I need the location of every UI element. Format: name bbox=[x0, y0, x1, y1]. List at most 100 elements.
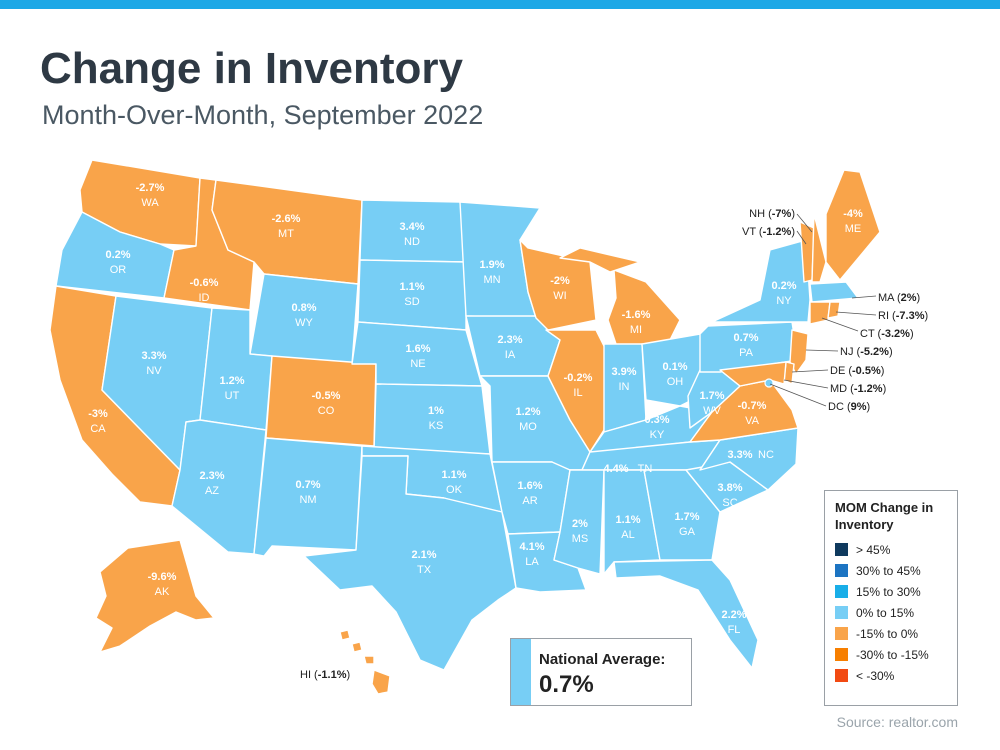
callout-DE: DE (-0.5%) bbox=[830, 365, 884, 377]
svg-text:0.2%: 0.2% bbox=[771, 280, 796, 292]
legend-swatch bbox=[835, 564, 848, 577]
legend: MOM Change in Inventory > 45% 30% to 45%… bbox=[824, 490, 958, 706]
svg-text:-2%: -2% bbox=[550, 275, 570, 287]
label-NV: 3.3% NV bbox=[141, 350, 166, 377]
label-FL: 2.2% FL bbox=[721, 609, 746, 636]
state-KS bbox=[373, 383, 491, 455]
callout-HI: HI (-1.1%) bbox=[300, 669, 350, 681]
svg-text:0.8%: 0.8% bbox=[291, 302, 316, 314]
svg-text:1.1%: 1.1% bbox=[615, 514, 640, 526]
svg-text:-1.6%: -1.6% bbox=[622, 309, 651, 321]
svg-text:AR: AR bbox=[522, 495, 537, 507]
state-RI bbox=[827, 301, 841, 319]
legend-swatch bbox=[835, 669, 848, 682]
svg-text:-0.2%: -0.2% bbox=[564, 372, 593, 384]
state-GA bbox=[643, 469, 721, 561]
svg-text:OR: OR bbox=[110, 264, 127, 276]
label-WV: 1.7% WV bbox=[699, 390, 724, 417]
label-SD: 1.1% SD bbox=[399, 281, 424, 308]
label-IA: 2.3% IA bbox=[497, 334, 522, 361]
label-CO: -0.5% CO bbox=[312, 390, 341, 417]
svg-text:AL: AL bbox=[621, 529, 634, 541]
svg-text:3.4%: 3.4% bbox=[399, 221, 424, 233]
svg-text:VA: VA bbox=[745, 415, 760, 427]
national-average-value: 0.7% bbox=[539, 671, 594, 698]
svg-text:-2.6%: -2.6% bbox=[272, 213, 301, 225]
callout-CT: CT (-3.2%) bbox=[860, 328, 914, 340]
state-NJ bbox=[789, 329, 809, 375]
svg-text:3.9%: 3.9% bbox=[611, 366, 636, 378]
state-HI-big bbox=[371, 669, 391, 695]
svg-text:CA: CA bbox=[90, 423, 106, 435]
legend-item: 15% to 30% bbox=[835, 581, 947, 602]
label-IN: 3.9% IN bbox=[611, 366, 636, 393]
label-MT: -2.6% MT bbox=[272, 213, 301, 240]
label-CA: -3% CA bbox=[88, 408, 108, 435]
state-WI bbox=[519, 239, 597, 331]
legend-item: 0% to 15% bbox=[835, 602, 947, 623]
svg-text:3.8%: 3.8% bbox=[717, 482, 742, 494]
svg-text:WY: WY bbox=[295, 317, 313, 329]
svg-text:PA: PA bbox=[739, 347, 754, 359]
svg-text:0.2%: 0.2% bbox=[105, 249, 130, 261]
svg-text:2.2%: 2.2% bbox=[721, 609, 746, 621]
svg-text:1.9%: 1.9% bbox=[479, 259, 504, 271]
svg-text:SC: SC bbox=[722, 497, 737, 509]
svg-text:1.1%: 1.1% bbox=[399, 281, 424, 293]
label-VA: -0.7% VA bbox=[738, 400, 767, 427]
label-UT: 1.2% UT bbox=[219, 375, 244, 402]
svg-text:4.4%: 4.4% bbox=[603, 463, 628, 475]
svg-text:-9.6%: -9.6% bbox=[148, 571, 177, 583]
svg-text:SD: SD bbox=[404, 296, 419, 308]
state-HI-1 bbox=[339, 629, 351, 641]
label-NY: 0.2% NY bbox=[771, 280, 796, 307]
svg-text:MT: MT bbox=[278, 228, 294, 240]
svg-text:IN: IN bbox=[619, 381, 630, 393]
dc-marker bbox=[764, 378, 774, 388]
label-WY: 0.8% WY bbox=[291, 302, 316, 329]
label-MS: 2% MS bbox=[572, 518, 589, 545]
svg-text:-0.6%: -0.6% bbox=[190, 277, 219, 289]
svg-text:ND: ND bbox=[404, 236, 420, 248]
callout-RI: RI (-7.3%) bbox=[878, 310, 928, 322]
svg-text:KY: KY bbox=[650, 429, 665, 441]
svg-text:1.2%: 1.2% bbox=[219, 375, 244, 387]
callout-MA: MA (2%) bbox=[878, 292, 920, 304]
legend-item: 30% to 45% bbox=[835, 560, 947, 581]
svg-text:NY: NY bbox=[776, 295, 792, 307]
svg-text:AK: AK bbox=[155, 586, 170, 598]
svg-text:CO: CO bbox=[318, 405, 335, 417]
label-ID: -0.6% ID bbox=[190, 277, 219, 304]
svg-text:NV: NV bbox=[146, 365, 162, 377]
svg-text:NE: NE bbox=[410, 358, 425, 370]
svg-text:3.3%: 3.3% bbox=[727, 449, 752, 461]
label-ND: 3.4% ND bbox=[399, 221, 424, 248]
svg-text:ID: ID bbox=[199, 292, 210, 304]
svg-text:WA: WA bbox=[141, 197, 159, 209]
legend-item: < -30% bbox=[835, 665, 947, 686]
svg-text:0.7%: 0.7% bbox=[733, 332, 758, 344]
page-title: Change in Inventory bbox=[40, 44, 463, 93]
svg-text:2.1%: 2.1% bbox=[411, 549, 436, 561]
label-AZ: 2.3% AZ bbox=[199, 470, 224, 497]
svg-text:NC: NC bbox=[758, 449, 774, 461]
svg-text:MI: MI bbox=[630, 324, 642, 336]
label-OK: 1.1% OK bbox=[441, 469, 466, 496]
svg-text:2.3%: 2.3% bbox=[497, 334, 522, 346]
legend-swatch bbox=[835, 543, 848, 556]
svg-text:IA: IA bbox=[505, 349, 516, 361]
legend-item: -30% to -15% bbox=[835, 644, 947, 665]
svg-text:3.3%: 3.3% bbox=[141, 350, 166, 362]
svg-text:-4%: -4% bbox=[843, 208, 863, 220]
label-LA: 4.1% LA bbox=[519, 541, 544, 568]
page-subtitle: Month-Over-Month, September 2022 bbox=[42, 100, 484, 130]
svg-text:4.1%: 4.1% bbox=[519, 541, 544, 553]
label-OH: 0.1% OH bbox=[662, 361, 687, 388]
callout-NH: NH (-7%) bbox=[749, 208, 795, 220]
label-TN: 4.4% TN bbox=[603, 463, 652, 475]
top-accent-bar bbox=[0, 0, 1000, 9]
label-WA: -2.7% WA bbox=[136, 182, 165, 209]
legend-swatch bbox=[835, 606, 848, 619]
svg-text:OK: OK bbox=[446, 484, 463, 496]
svg-text:WI: WI bbox=[553, 290, 566, 302]
